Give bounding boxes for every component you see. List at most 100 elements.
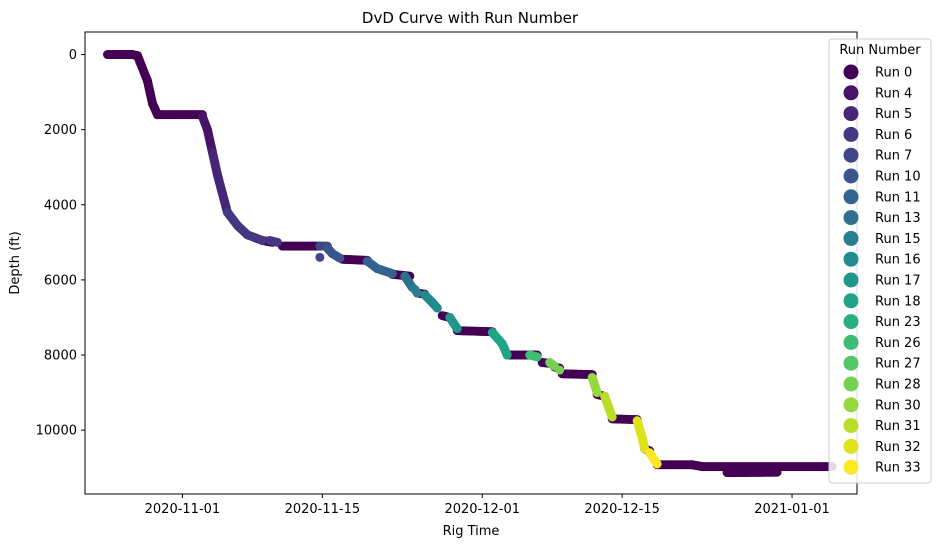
x-tick-label: 2020-12-01: [444, 502, 520, 517]
legend-marker: [843, 376, 859, 392]
legend-marker: [843, 438, 859, 454]
series-run-6: [222, 207, 282, 247]
series-run-26: [525, 350, 542, 362]
scatter-point: [315, 252, 325, 262]
legend-items: Run 0 Run 4 Run 5 Run 6 Run 7 Run 10 Run 11 Run…: [843, 64, 921, 476]
legend-marker: [843, 251, 859, 267]
scatter-point: [272, 237, 282, 247]
legend-marker: [843, 314, 859, 330]
series-run-18: [487, 327, 512, 360]
legend-marker: [843, 210, 859, 226]
x-axis: 2020-11-01 2020-11-15 2020-12-01 2020-12-15…: [145, 494, 830, 517]
scatter-point: [772, 467, 782, 477]
series-run-10: [322, 243, 345, 263]
legend-label: Run 28: [875, 378, 921, 393]
x-tick-label: 2020-11-01: [145, 502, 221, 517]
legend-marker: [843, 272, 859, 288]
legend-marker: [843, 418, 859, 434]
scatter-point: [257, 235, 267, 245]
scatter-point: [592, 388, 602, 398]
legend-entry: Run 31: [843, 418, 921, 434]
legend-label: Run 11: [875, 190, 921, 205]
legend-entry: Run 17: [843, 272, 921, 289]
series-run-11: [362, 256, 397, 279]
series-run-0: [102, 50, 837, 478]
scatter-point: [502, 350, 512, 360]
scatter-point: [652, 459, 662, 469]
legend-entry: Run 0: [843, 64, 912, 81]
series-run-33: [645, 448, 662, 469]
legend-label: Run 0: [875, 66, 912, 81]
legend-marker: [843, 126, 859, 142]
scatter-point: [412, 288, 422, 298]
legend-entry: Run 32: [843, 438, 921, 455]
legend-marker: [843, 147, 859, 163]
legend-marker: [843, 334, 859, 350]
y-tick-label: 0: [69, 48, 77, 63]
legend-marker: [843, 189, 859, 205]
legend-entry: Run 4: [843, 85, 912, 101]
legend-label: Run 30: [875, 398, 921, 413]
legend-entry: Run 5: [843, 106, 912, 122]
legend-entry: Run 28: [843, 376, 921, 393]
x-axis-label: Rig Time: [443, 524, 500, 539]
legend-entry: Run 15: [843, 230, 921, 247]
legend-label: Run 13: [875, 211, 921, 226]
legend-label: Run 16: [875, 253, 921, 268]
legend-label: Run 10: [875, 170, 921, 185]
series-run-15: [410, 284, 422, 298]
scatter-point: [607, 412, 617, 422]
plot-frame: [84, 31, 858, 495]
scatter-point: [452, 324, 462, 334]
legend-marker: [843, 85, 859, 101]
legend-marker: [843, 459, 859, 475]
scatter-point: [555, 365, 565, 375]
scatter-point: [387, 269, 397, 279]
legend-label: Run 23: [875, 315, 921, 330]
x-tick-label: 2021-01-01: [754, 502, 830, 517]
legend-label: Run 27: [875, 357, 921, 372]
legend-marker: [843, 230, 859, 246]
legend-entry: Run 7: [843, 147, 912, 164]
legend-entry: Run 13: [843, 210, 921, 226]
legend-label: Run 31: [875, 419, 921, 434]
series-run-28: [545, 358, 565, 375]
y-tick-label: 4000: [44, 198, 77, 213]
scatter-point: [532, 352, 542, 362]
legend-title: Run Number: [839, 43, 921, 58]
chart-title: DvD Curve with Run Number: [362, 9, 579, 27]
legend-label: Run 5: [875, 107, 912, 122]
x-tick-label: 2020-11-15: [285, 502, 361, 517]
series-run-32: [632, 416, 650, 454]
plot-marks: [102, 50, 837, 478]
legend-marker: [843, 64, 859, 80]
legend-marker: [843, 355, 859, 371]
y-tick-label: 2000: [44, 123, 77, 138]
legend-label: Run 7: [875, 149, 912, 164]
y-tick-label: 8000: [44, 349, 77, 364]
series-run-16: [420, 290, 442, 313]
legend-marker: [843, 106, 859, 122]
legend-label: Run 26: [875, 336, 921, 351]
y-tick-label: 6000: [44, 273, 77, 288]
legend-entry: Run 16: [843, 251, 921, 268]
y-axis-label: Depth (ft): [8, 231, 23, 294]
legend-label: Run 33: [875, 461, 921, 476]
legend-entry: Run 18: [843, 293, 921, 309]
scatter-point: [335, 253, 345, 263]
series-run-30: [587, 373, 602, 398]
legend-entry: Run 30: [843, 397, 921, 413]
legend-label: Run 6: [875, 128, 912, 143]
legend-label: Run 15: [875, 232, 921, 247]
legend-entry: Run 6: [843, 126, 912, 143]
series-run-31: [600, 391, 617, 422]
legend-label: Run 18: [875, 294, 921, 309]
legend-entry: Run 26: [843, 334, 921, 351]
legend-entry: Run 10: [843, 168, 921, 185]
legend-marker: [843, 293, 859, 309]
y-axis: 0 2000 4000 6000 8000 10000: [36, 48, 85, 439]
legend-entry: Run 11: [843, 189, 921, 205]
series-run-5: [207, 147, 232, 217]
